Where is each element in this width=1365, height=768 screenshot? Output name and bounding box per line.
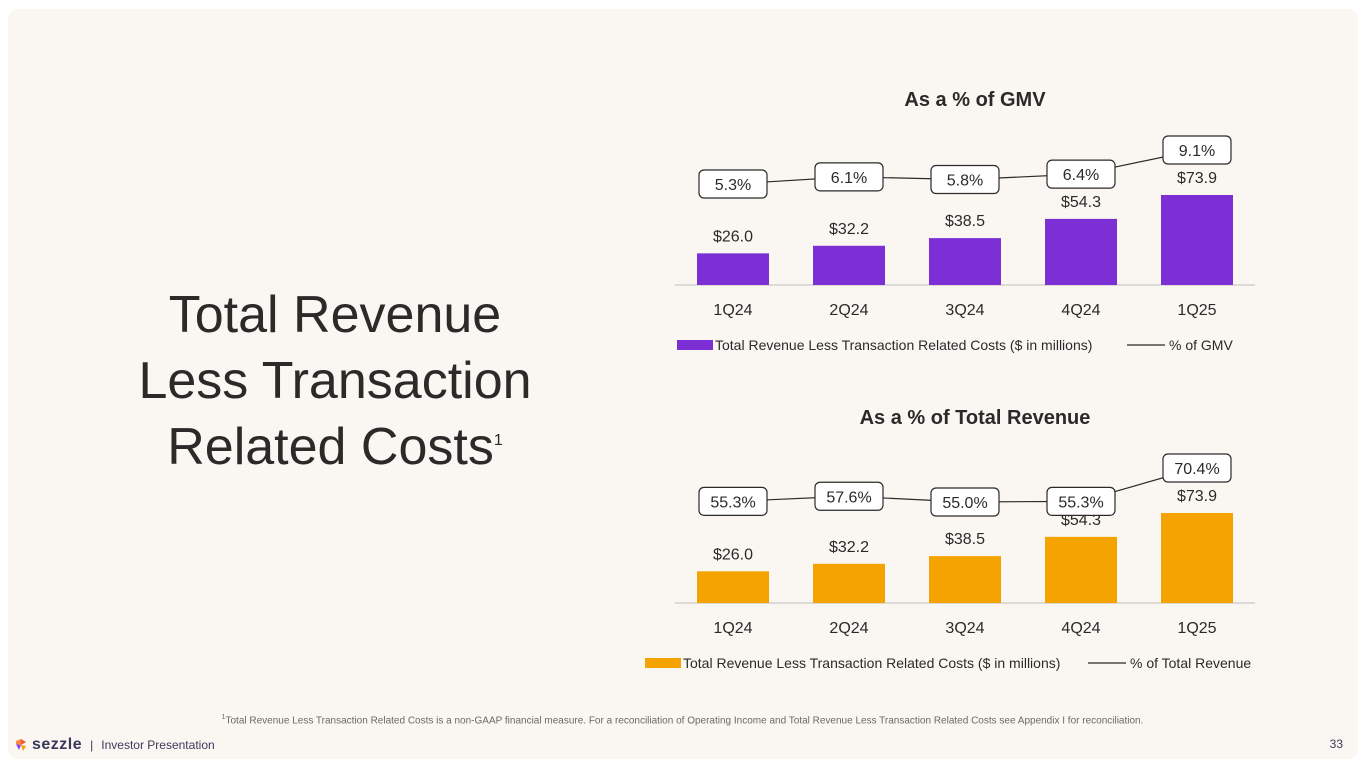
legend-label-bar: Total Revenue Less Transaction Related C… <box>683 655 1060 671</box>
deck-name: Investor Presentation <box>101 738 215 752</box>
title-line-1: Total Revenue <box>168 286 502 344</box>
bar-value-label: $32.2 <box>829 221 869 238</box>
line-point-box <box>1162 135 1232 165</box>
x-tick-label: 4Q24 <box>1061 302 1100 319</box>
sezzle-logo-icon <box>16 739 26 751</box>
bar-value-label: $73.9 <box>1177 488 1217 505</box>
line-point-label: 70.4% <box>1174 461 1219 478</box>
chart-title: As a % of GMV <box>904 89 1046 111</box>
x-tick-label: 1Q25 <box>1177 302 1216 319</box>
bar-1Q25 <box>1161 513 1233 603</box>
line-point-box <box>814 162 884 192</box>
bar-3Q24 <box>929 238 1001 285</box>
legend-label-bar: Total Revenue Less Transaction Related C… <box>715 337 1092 353</box>
line-point-box <box>1162 453 1232 483</box>
line-point-label: 55.3% <box>710 494 755 511</box>
bar-1Q24 <box>697 253 769 285</box>
line-point-label: 6.4% <box>1063 167 1099 184</box>
line-point-box <box>930 487 1000 517</box>
x-tick-label: 4Q24 <box>1061 620 1100 637</box>
title-line-3-text: Related Costs <box>167 418 494 476</box>
x-tick-label: 2Q24 <box>829 620 868 637</box>
title-line-2: Less Transaction <box>138 352 532 410</box>
line-point-label: 55.3% <box>1058 494 1103 511</box>
chart-svg: As a % of GMV $26.0 1Q24 $32.2 2Q24 $38.5 3Q24… <box>675 89 1255 353</box>
footnote-text: Total Revenue Less Transaction Related C… <box>225 715 1144 727</box>
x-tick-label: 1Q24 <box>713 620 752 637</box>
bar-value-label: $54.3 <box>1061 512 1101 529</box>
bar-value-label: $38.5 <box>945 213 985 230</box>
bar-value-label: $54.3 <box>1061 194 1101 211</box>
line-point-label: 55.0% <box>942 495 987 512</box>
line-point-label: 57.6% <box>826 489 871 506</box>
line-point-box <box>698 169 768 199</box>
line-point-box <box>814 481 884 511</box>
brand-name: sezzle <box>32 736 83 753</box>
footnote-marker: 1 <box>493 432 503 449</box>
slide-title: Total Revenue Less Transaction Related C… <box>100 282 570 480</box>
chart-gmv: As a % of GMV $26.0 1Q24 $32.2 2Q24 $38.5 3Q24… <box>640 80 1280 370</box>
slide-background <box>8 9 1358 759</box>
bar-2Q24 <box>813 563 885 603</box>
bar-value-label: $26.0 <box>713 228 753 245</box>
legend-label-line: % of Total Revenue <box>1130 655 1251 671</box>
footer: sezzle | Investor Presentation <box>14 736 215 754</box>
footnote-sup: 1 <box>221 714 226 721</box>
line-point-label: 6.1% <box>831 170 867 187</box>
title-line-3: Related Costs1 <box>100 414 570 480</box>
line-point-label: 5.8% <box>947 173 983 190</box>
bar-4Q24 <box>1045 218 1117 285</box>
x-tick-label: 1Q24 <box>713 302 752 319</box>
legend-swatch-bar <box>645 658 681 668</box>
bar-value-label: $26.0 <box>713 546 753 563</box>
line-point-box <box>1046 486 1116 516</box>
x-tick-label: 3Q24 <box>945 302 984 319</box>
chart-svg: As a % of Total Revenue $26.0 1Q24 $32.2 2Q2… <box>645 407 1255 671</box>
footer-separator: | <box>90 738 94 752</box>
x-tick-label: 2Q24 <box>829 302 868 319</box>
x-tick-label: 1Q25 <box>1177 620 1216 637</box>
line-point-box <box>1046 159 1116 189</box>
line-point-label: 5.3% <box>715 177 751 194</box>
x-tick-label: 3Q24 <box>945 620 984 637</box>
bar-4Q24 <box>1045 536 1117 603</box>
bar-value-label: $73.9 <box>1177 170 1217 187</box>
bar-2Q24 <box>813 245 885 285</box>
line-point-label: 9.1% <box>1179 143 1215 160</box>
legend-label-line: % of GMV <box>1169 337 1233 353</box>
chart-title: As a % of Total Revenue <box>860 407 1091 429</box>
chart-total-revenue: As a % of Total Revenue $26.0 1Q24 $32.2 2Q2… <box>640 398 1280 688</box>
footnote: 1Total Revenue Less Transaction Related … <box>0 714 1365 726</box>
bar-1Q25 <box>1161 195 1233 285</box>
line-point-box <box>698 486 768 516</box>
bar-3Q24 <box>929 556 1001 603</box>
line-point-box <box>930 164 1000 195</box>
bar-value-label: $32.2 <box>829 539 869 556</box>
legend-swatch-bar <box>677 340 713 350</box>
bar-value-label: $38.5 <box>945 531 985 548</box>
page-number: 33 <box>1329 737 1343 751</box>
bar-1Q24 <box>697 571 769 603</box>
